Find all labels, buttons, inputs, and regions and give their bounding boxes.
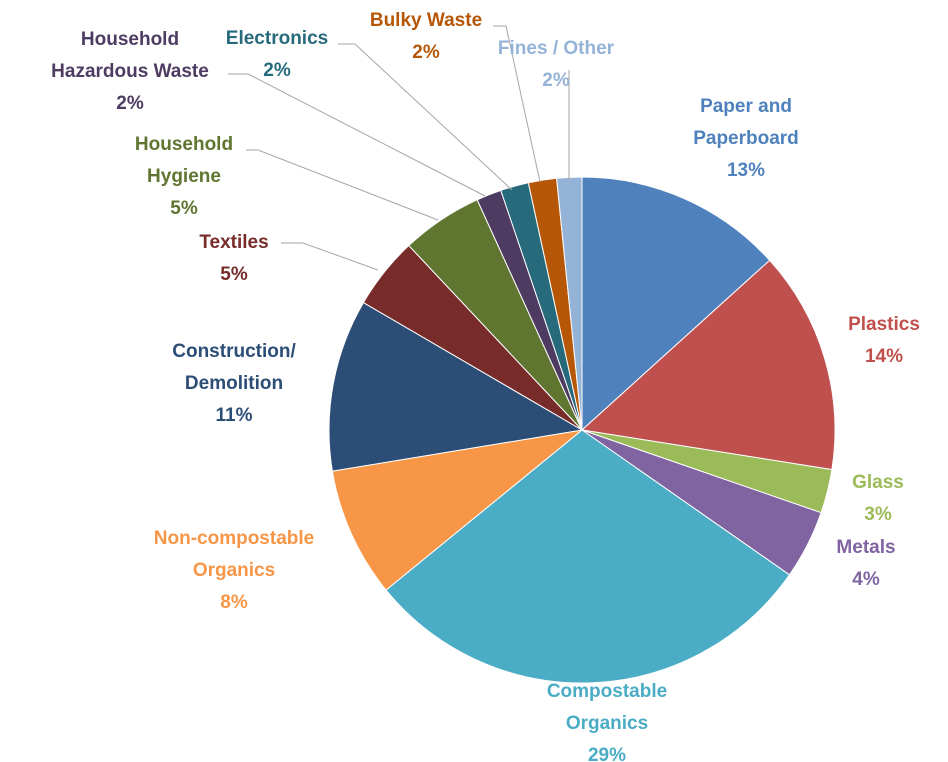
slice-name: Hygiene: [147, 166, 221, 187]
slice-name: Non-compostable: [154, 528, 314, 549]
slice-label: Construction/Demolition 11%: [172, 341, 296, 426]
slice-name: Paper and: [700, 96, 792, 117]
slice-percent: 4%: [852, 569, 880, 590]
leader-line: [228, 73, 486, 197]
pie-slice-paper-and-paperboard: [581, 176, 771, 432]
leader-line: [493, 25, 541, 183]
slice-percent: 14%: [865, 346, 903, 367]
leader-lines: [228, 25, 570, 271]
leader-line: [281, 242, 379, 271]
slice-name: Fines / Other: [498, 38, 615, 59]
slice-name: Glass: [852, 472, 904, 493]
slice-label: Textiles 5%: [199, 232, 268, 285]
slice-percent: 2%: [412, 42, 440, 63]
slice-label: Metals 4%: [836, 537, 895, 590]
slice-name: Compostable: [547, 681, 667, 702]
slice-name: Construction/: [172, 341, 296, 362]
leader-line: [338, 43, 513, 191]
slice-name: Hazardous Waste: [51, 61, 209, 82]
slice-name: Organics: [566, 713, 648, 734]
slice-label: Non-compostable Organics 8%: [154, 528, 314, 613]
slice-labels: Paper and Paperboard 13% Plastics 14% Glass 3%…: [51, 10, 920, 762]
slice-name: Paperboard: [693, 128, 799, 149]
pie-slice-plastics: [580, 259, 836, 471]
slice-label: Compostable Organics 29%: [547, 681, 667, 762]
slice-percent: 8%: [220, 592, 248, 613]
slice-label: Glass 3%: [852, 472, 904, 525]
slice-name: Plastics: [848, 314, 920, 335]
slice-percent: 5%: [170, 198, 198, 219]
slice-label: Fines / Other 2%: [498, 38, 615, 91]
slice-label: Bulky Waste 2%: [370, 10, 482, 63]
slice-label: Household Hygiene 5%: [135, 134, 233, 219]
leader-line: [246, 149, 439, 221]
slice-label: Household Hazardous Waste 2%: [51, 29, 209, 114]
slice-name: Metals: [836, 537, 895, 558]
slice-label: Plastics 14%: [848, 314, 920, 367]
pie-slices: [328, 176, 836, 684]
slice-name: Textiles: [199, 232, 268, 253]
slice-percent: 2%: [263, 60, 291, 81]
slice-percent: 2%: [542, 70, 570, 91]
slice-name: Electronics: [226, 28, 328, 49]
slice-percent: 13%: [727, 160, 765, 181]
slice-name: Household: [135, 134, 233, 155]
slice-percent: 5%: [220, 264, 248, 285]
slice-label: Electronics 2%: [226, 28, 328, 81]
slice-percent: 29%: [588, 745, 626, 762]
slice-name: Demolition: [185, 373, 283, 394]
slice-percent: 3%: [864, 504, 892, 525]
pie-slice-non-compostable-organics: [331, 429, 584, 591]
slice-name: Household: [81, 29, 179, 50]
pie-slice-construction-demolition: [328, 301, 584, 472]
slice-percent: 2%: [116, 93, 144, 114]
slice-label: Paper and Paperboard 13%: [693, 96, 799, 181]
slice-name: Bulky Waste: [370, 10, 482, 31]
slice-percent: 11%: [216, 405, 253, 426]
slice-name: Organics: [193, 560, 275, 581]
pie-slice-compostable-organics: [385, 429, 791, 684]
